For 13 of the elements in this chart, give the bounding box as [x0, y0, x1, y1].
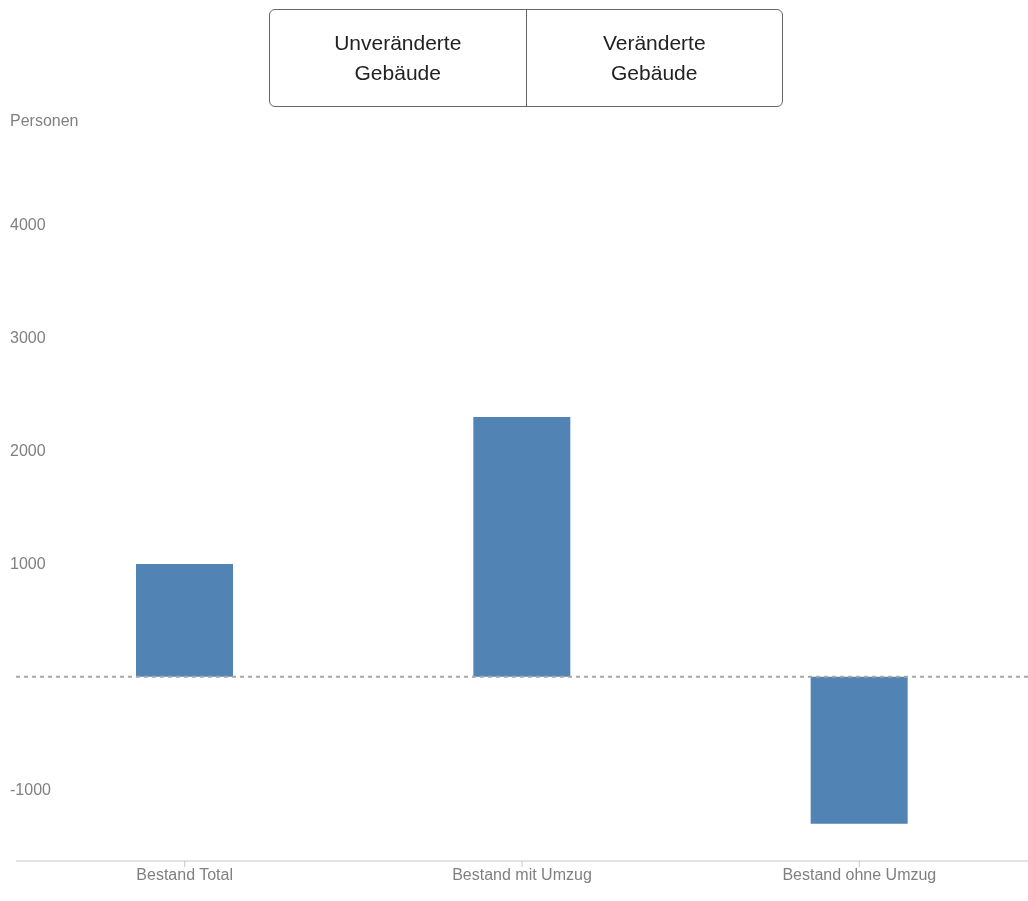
bar — [810, 676, 908, 824]
y-tick-label: 3000 — [10, 328, 46, 346]
y-tick-label: 4000 — [10, 216, 46, 233]
toggle-control: Unveränderte Gebäude Veränderte Gebäude — [269, 9, 783, 107]
y-tick-label: 2000 — [10, 441, 46, 459]
bar — [136, 563, 233, 677]
text: Personen — [10, 112, 79, 130]
x-tick-label: Bestand ohne Umzug — [782, 866, 937, 884]
x-tick-label: Bestand Total — [136, 866, 233, 884]
bar — [473, 417, 571, 677]
y-tick-label: 1000 — [10, 554, 46, 572]
y-tick-label: -1000 — [10, 780, 52, 798]
x-tick-label: Bestand mit Umzug — [452, 866, 592, 884]
